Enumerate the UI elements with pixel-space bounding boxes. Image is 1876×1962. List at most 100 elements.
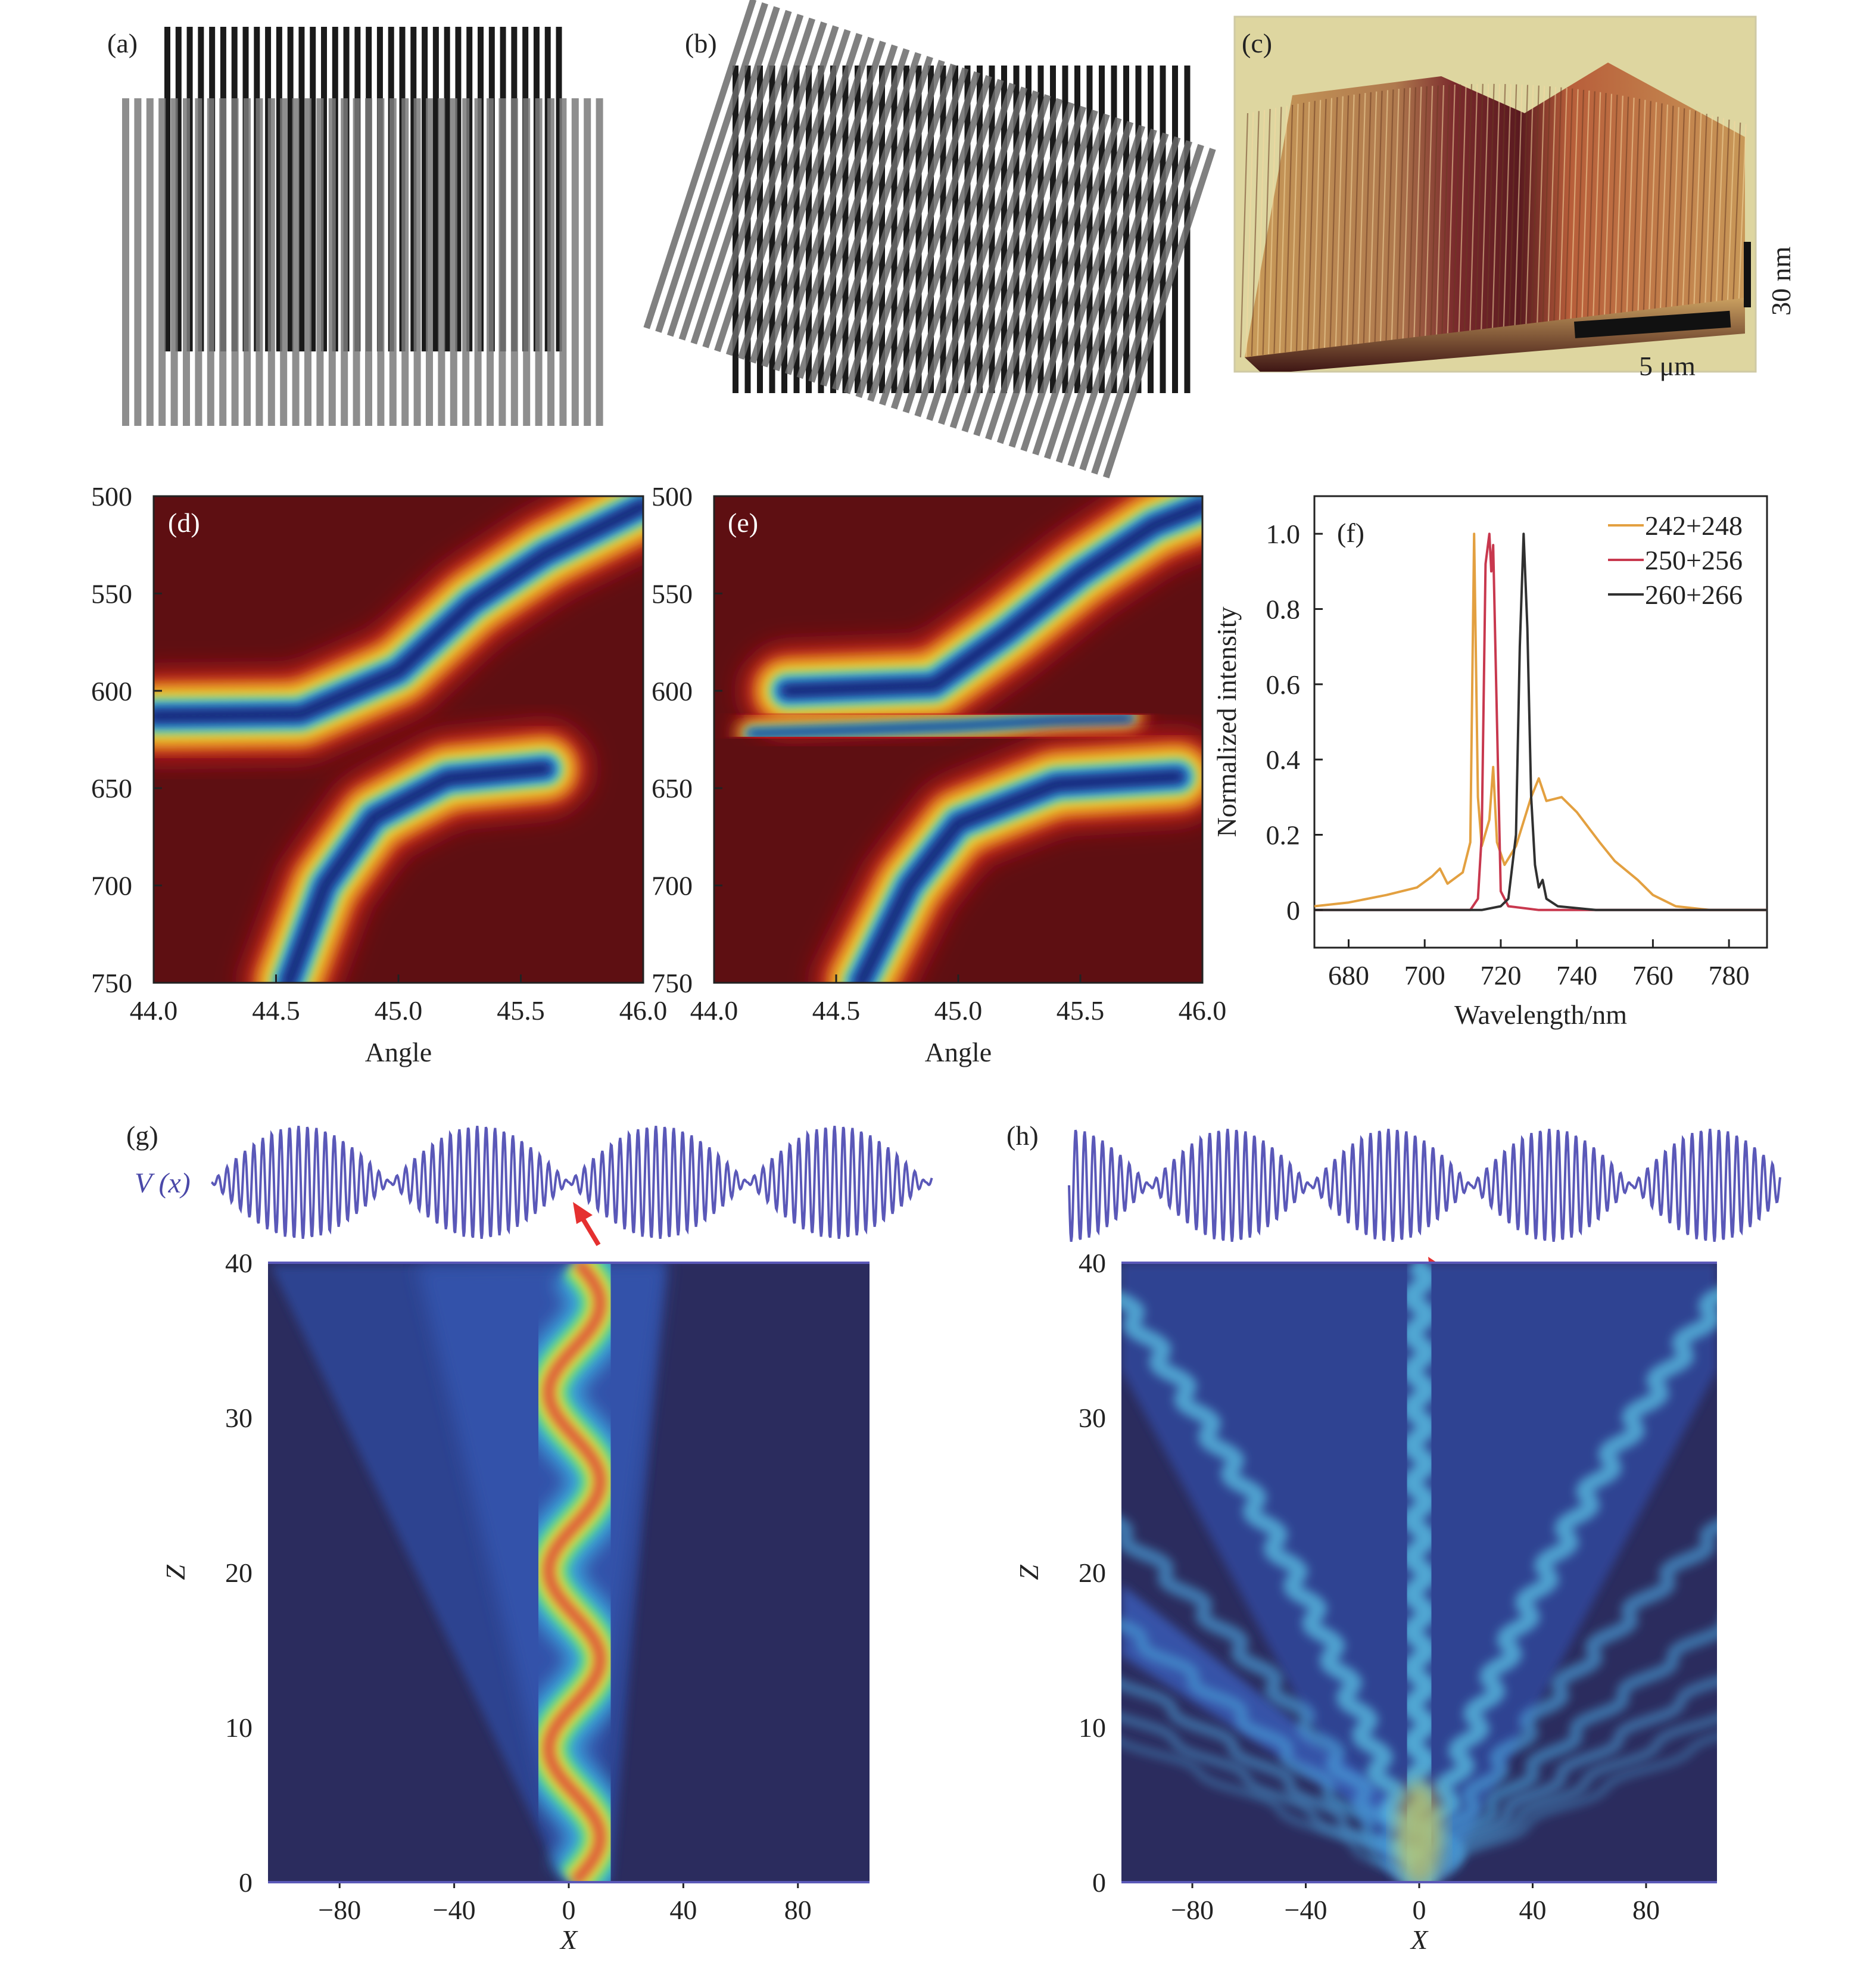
x-tick-label: 44.5 — [252, 995, 300, 1026]
y-tick-label: 700 — [652, 871, 693, 901]
x-tick-label: −80 — [318, 1895, 361, 1925]
x-axis-label: X — [1410, 1924, 1429, 1955]
y-axis-label: Z — [1014, 1565, 1044, 1580]
dispersion-bands — [735, 496, 1202, 983]
y-tick-label: 30 — [1079, 1403, 1106, 1433]
scale-bar — [1573, 310, 1731, 338]
y-tick-label: 750 — [652, 968, 693, 998]
y-tick-label: 30 — [225, 1403, 253, 1433]
beam-field — [271, 1263, 667, 1882]
y-tick-label: 10 — [1079, 1712, 1106, 1743]
dispersion-bands — [154, 496, 643, 983]
axes: 44.0 44.5 45.0 45.5 46.0 500 550 600 650 700 750 An… — [91, 481, 667, 1067]
afm-surface — [1239, 63, 1747, 372]
series-line — [1314, 532, 1767, 911]
x-tick-label: 740 — [1556, 960, 1597, 991]
panel-f: 680 700 720 740 760 780 0 0.2 0.4 0.6 0.8 1.0 Wavele… — [1211, 495, 1768, 1030]
panel-d: 44.0 44.5 45.0 45.5 46.0 500 550 600 650 700 750 An… — [91, 481, 667, 1067]
legend-entry: 242+248 — [1645, 510, 1743, 541]
x-tick-label: 680 — [1328, 960, 1369, 991]
height-bar — [1744, 242, 1751, 307]
x-tick-label: 44.0 — [690, 995, 738, 1026]
beam-field — [1121, 1263, 1717, 1882]
panel-h-label: (h) — [1006, 1120, 1039, 1151]
x-tick-label: 720 — [1480, 960, 1521, 991]
y-tick-label: 500 — [91, 481, 132, 512]
x-tick-label: 700 — [1404, 960, 1445, 991]
panel-a-label: (a) — [107, 28, 138, 58]
y-tick-label: 550 — [652, 578, 693, 609]
x-tick-label: 0 — [1413, 1895, 1426, 1925]
potential-label: V (x) — [135, 1167, 191, 1199]
series-line — [1314, 532, 1767, 911]
legend: 242+248 250+256 260+266 — [1608, 510, 1743, 610]
panel-a: (a) — [107, 27, 603, 426]
x-tick-label: 46.0 — [1179, 995, 1227, 1026]
legend-entry: 250+256 — [1645, 545, 1743, 575]
x-tick-label: −40 — [433, 1895, 476, 1925]
x-tick-label: 40 — [669, 1895, 697, 1925]
legend-entry: 260+266 — [1645, 580, 1743, 610]
y-tick-label: 700 — [91, 871, 132, 901]
panel-c: 5 μm 30 nm (c) — [1233, 15, 1796, 381]
y-tick-label: 600 — [91, 676, 132, 706]
panel-c-label: (c) — [1242, 28, 1272, 58]
y-tick-label: 750 — [91, 968, 132, 998]
x-tick-label: 45.0 — [934, 995, 983, 1026]
x-axis-label: X — [559, 1924, 578, 1955]
panel-e-label: (e) — [728, 507, 758, 538]
x-axis-label: Angle — [925, 1037, 992, 1067]
x-tick-label: 46.0 — [619, 995, 668, 1026]
x-tick-label: 44.5 — [812, 995, 861, 1026]
y-tick-label: 0.4 — [1266, 745, 1301, 775]
y-tick-label: 40 — [1079, 1248, 1106, 1278]
x-tick-label: 45.0 — [375, 995, 423, 1026]
scale-bar-label: 5 μm — [1639, 351, 1696, 381]
band-upper — [154, 502, 643, 721]
y-tick-label: 550 — [91, 578, 132, 609]
potential-wave — [1068, 1129, 1781, 1242]
y-tick-label: 1.0 — [1266, 519, 1301, 549]
y-tick-label: 0 — [1286, 895, 1300, 926]
x-tick-label: 40 — [1519, 1895, 1546, 1925]
y-tick-label: 0 — [1092, 1867, 1106, 1898]
panel-b: (b) — [643, 0, 1216, 479]
band-lower — [284, 764, 550, 983]
y-tick-label: 0.2 — [1266, 820, 1301, 851]
y-tick-label: 600 — [652, 676, 693, 706]
x-tick-label: −40 — [1285, 1895, 1327, 1925]
y-tick-label: 650 — [91, 773, 132, 804]
y-tick-label: 20 — [225, 1558, 253, 1588]
height-label: 30 nm — [1766, 247, 1796, 316]
x-tick-label: 0 — [562, 1895, 576, 1925]
y-tick-label: 0 — [239, 1867, 253, 1898]
panel-f-label: (f) — [1337, 518, 1364, 548]
x-tick-label: −80 — [1171, 1895, 1214, 1925]
panel-g: (g) V (x) −80 −40 0 40 80 0 10 20 30 40 X Z — [126, 1120, 933, 1955]
y-tick-label: 0.8 — [1266, 594, 1301, 625]
x-tick-label: 45.5 — [497, 995, 545, 1026]
grating-gray — [122, 98, 603, 426]
band-middle — [749, 717, 1131, 736]
y-tick-label: 10 — [225, 1712, 253, 1743]
x-tick-label: 780 — [1709, 960, 1750, 991]
series-line — [1314, 532, 1767, 911]
band-lower — [856, 772, 1182, 983]
x-tick-label: 45.5 — [1057, 995, 1105, 1026]
axes: −80 −40 0 40 80 0 10 20 30 40 X Z — [1014, 1248, 1717, 1955]
afm-ridges — [1239, 83, 1747, 358]
panel-h: (h) −80 −40 0 40 80 0 10 20 30 40 X Z — [1006, 1120, 1781, 1955]
panel-e: 44.0 44.5 45.0 45.5 46.0 500 550 600 650 700 750 An… — [652, 481, 1226, 1067]
x-tick-label: 80 — [1632, 1895, 1660, 1925]
panel-b-label: (b) — [685, 28, 717, 58]
y-axis-label: Normalized intensity — [1211, 606, 1242, 837]
spectra — [1314, 532, 1767, 911]
panel-g-label: (g) — [126, 1120, 158, 1151]
axes: 44.0 44.5 45.0 45.5 46.0 500 550 600 650 700 750 An… — [652, 481, 1226, 1067]
x-tick-label: 80 — [784, 1895, 812, 1925]
panel-d-label: (d) — [168, 507, 200, 538]
plot-frame — [1313, 495, 1768, 949]
y-tick-label: 20 — [1079, 1558, 1106, 1588]
y-tick-label: 0.6 — [1266, 669, 1301, 700]
y-tick-label: 650 — [652, 773, 693, 804]
